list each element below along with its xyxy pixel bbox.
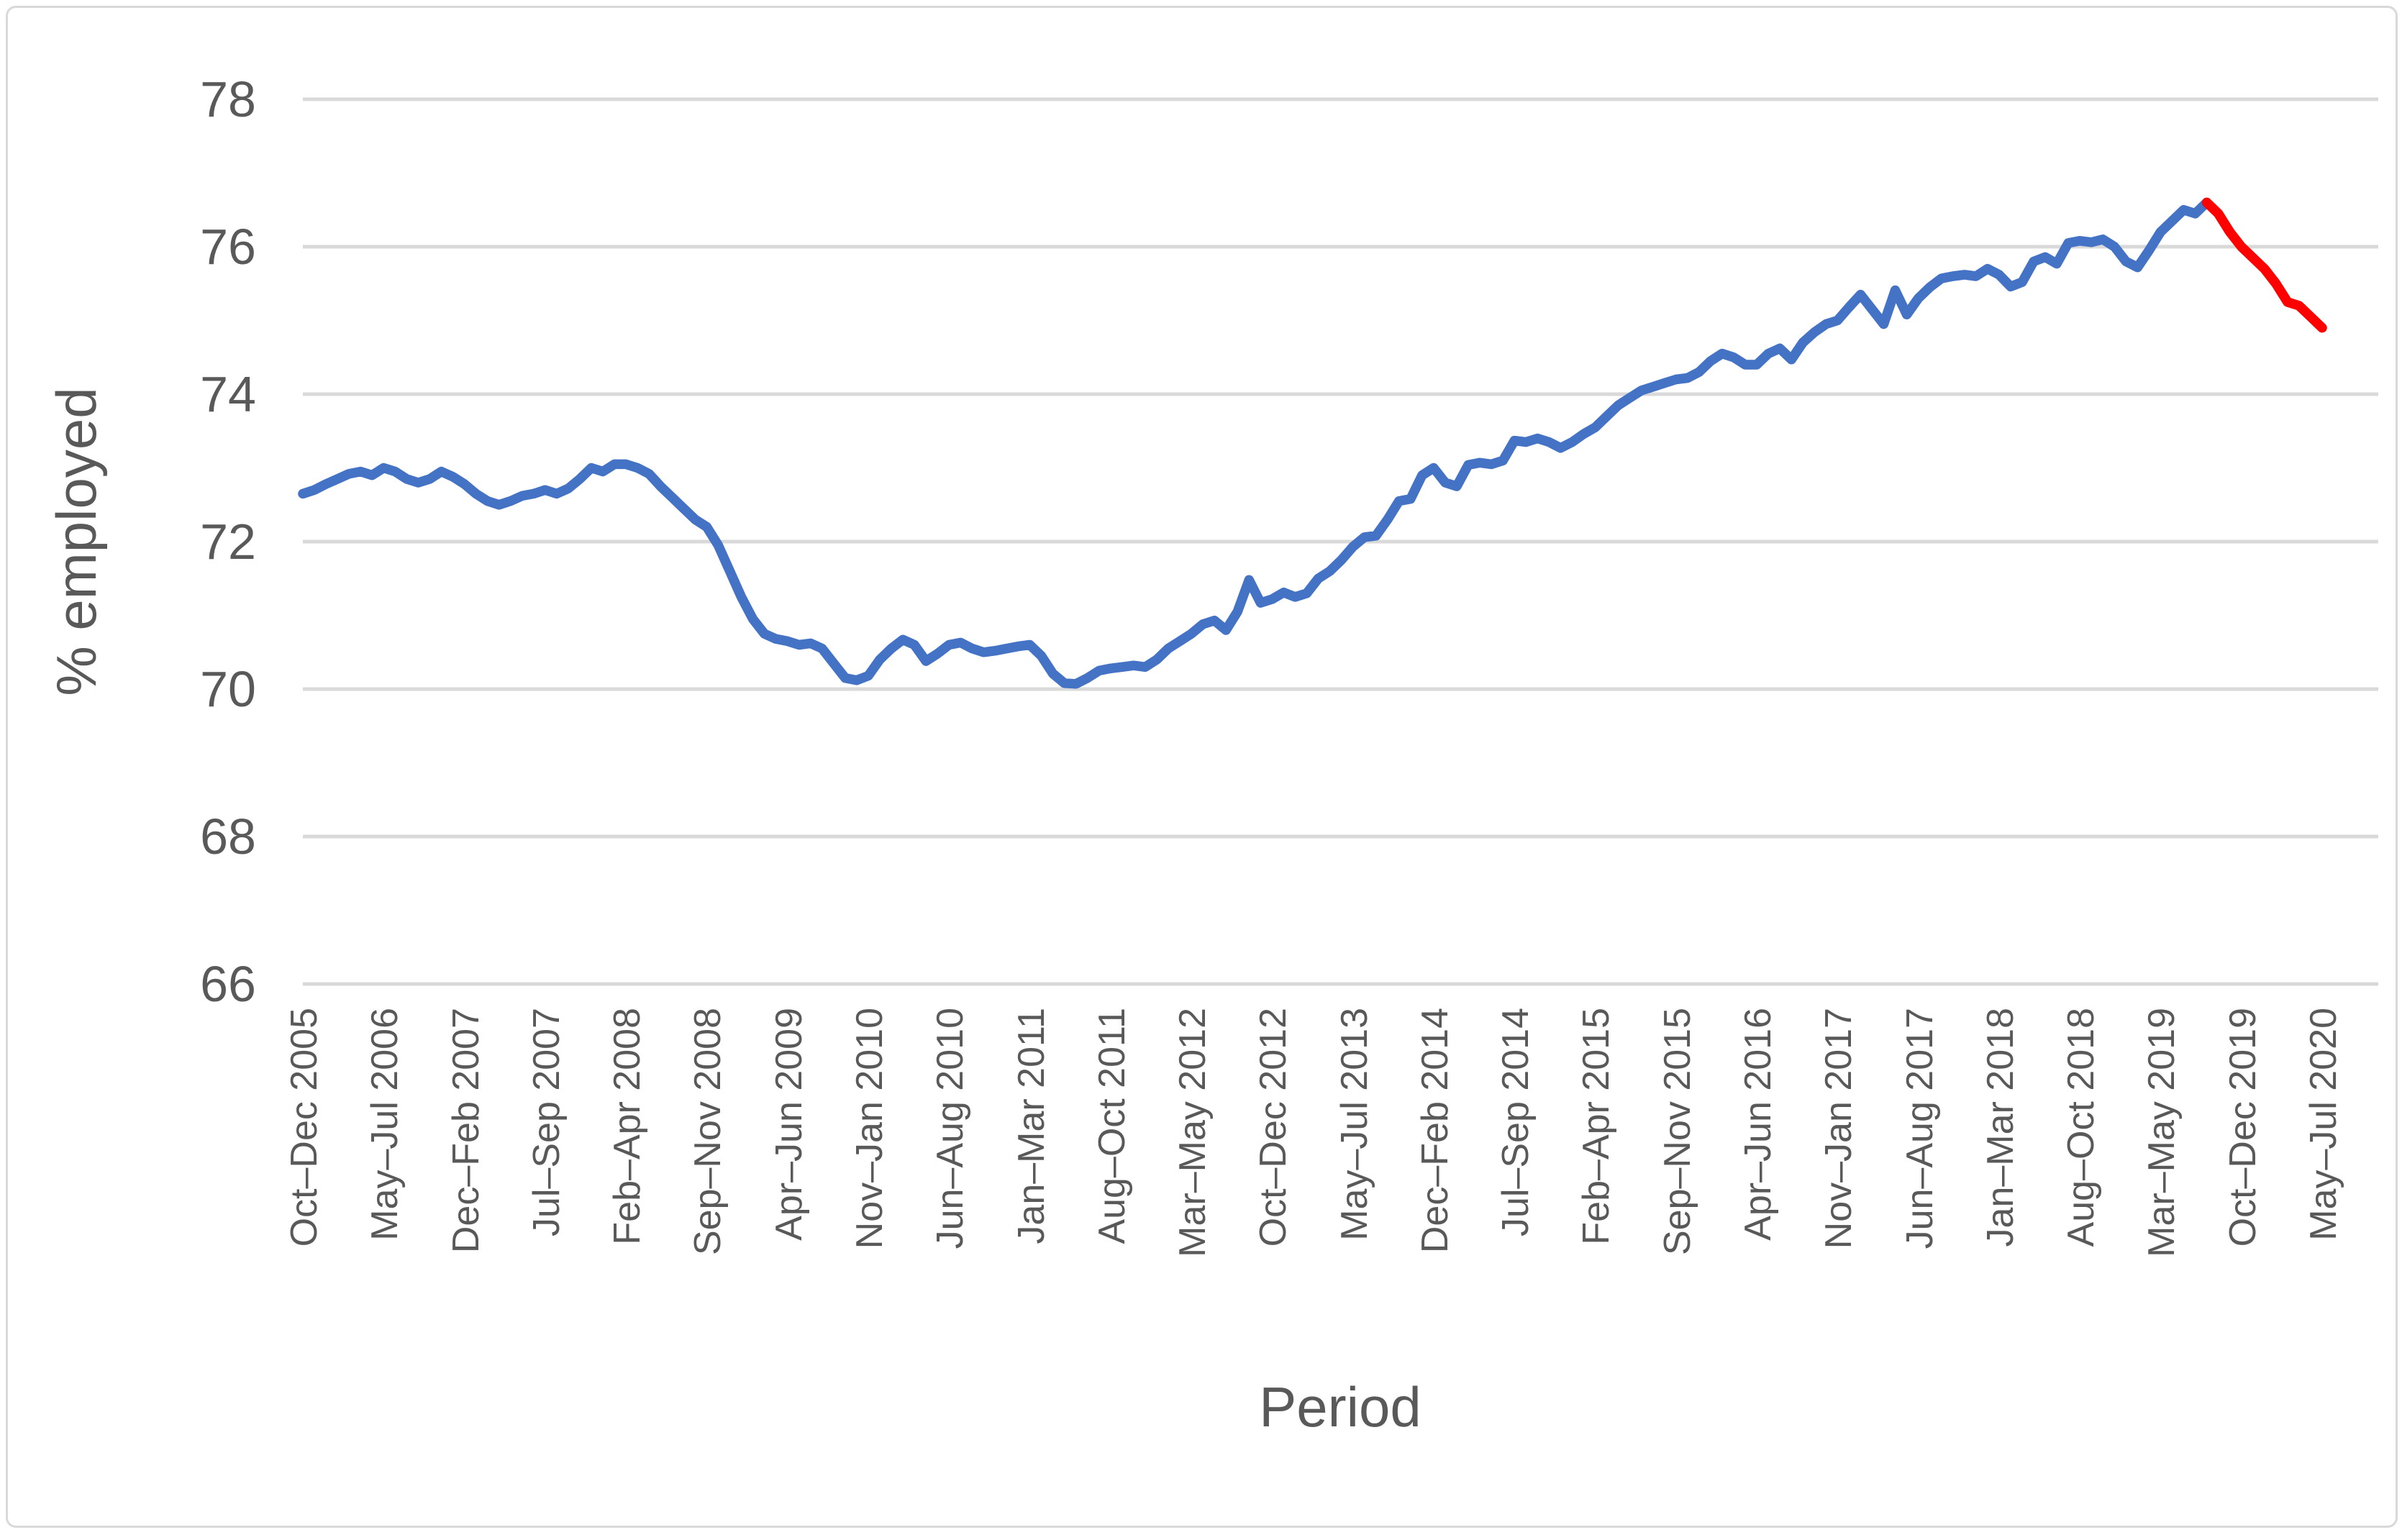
y-tick-label: 66 [200, 956, 256, 1012]
x-tick-label: Jun–Aug 2017 [1898, 1008, 1941, 1249]
employment-rate-historic-line [298, 197, 2212, 689]
x-tick-label: Dec–Feb 2007 [445, 1008, 487, 1254]
y-tick-label: 70 [200, 661, 256, 717]
x-tick-label: Aug–Oct 2018 [2060, 1008, 2103, 1247]
x-tick-label: Feb–Apr 2015 [1575, 1008, 1618, 1245]
x-tick-label: May–Jul 2013 [1333, 1008, 1375, 1241]
x-tick-label: Jun–Aug 2010 [929, 1008, 972, 1249]
x-tick-label: Oct–Dec 2019 [2221, 1008, 2264, 1247]
x-tick-label: Dec–Feb 2014 [1414, 1008, 1456, 1254]
x-tick-label: Sep–Nov 2008 [687, 1008, 729, 1256]
x-tick-label: Apr–Jun 2016 [1737, 1008, 1780, 1241]
x-tick-label: Mar–May 2019 [2141, 1008, 2183, 1257]
x-tick-label: Feb–Apr 2008 [606, 1008, 649, 1245]
x-axis-title: Period [1259, 1375, 1421, 1439]
x-tick-label: Sep–Nov 2015 [1656, 1008, 1698, 1256]
y-tick-label: 72 [200, 514, 256, 570]
x-tick-label: Oct–Dec 2012 [1252, 1008, 1295, 1247]
x-tick-label: Nov–Jan 2017 [1818, 1008, 1860, 1249]
y-tick-label: 78 [200, 71, 256, 127]
x-tick-label: Aug–Oct 2011 [1091, 1008, 1133, 1244]
employment-rate-latest-decline-line [2201, 197, 2327, 333]
x-tick-label: Oct–Dec 2005 [283, 1008, 325, 1247]
y-axis-title: % employed [45, 387, 108, 696]
y-tick-label: 76 [200, 219, 256, 275]
plot-area [298, 97, 2378, 986]
x-tick-label: Jul–Sep 2014 [1495, 1008, 1537, 1237]
x-tick-label: Jan–Mar 2011 [1010, 1008, 1052, 1244]
x-tick-label: May–Jul 2020 [2303, 1008, 2344, 1241]
x-tick-label: Mar–May 2012 [1172, 1008, 1214, 1257]
x-tick-label: Jul–Sep 2007 [525, 1008, 568, 1237]
x-tick-label: Jan–Mar 2018 [1979, 1008, 2021, 1247]
x-tick-label: Apr–Jun 2009 [768, 1008, 810, 1241]
x-tick-label: Nov–Jan 2010 [848, 1008, 891, 1249]
chart-frame: 78 76 74 72 70 68 66 Oct–Dec 2005 May–Jul 2006 D… [6, 6, 2398, 1528]
x-tick-label: May–Jul 2006 [364, 1008, 406, 1241]
y-tick-label: 74 [200, 366, 256, 422]
y-tick-label: 68 [200, 808, 256, 865]
